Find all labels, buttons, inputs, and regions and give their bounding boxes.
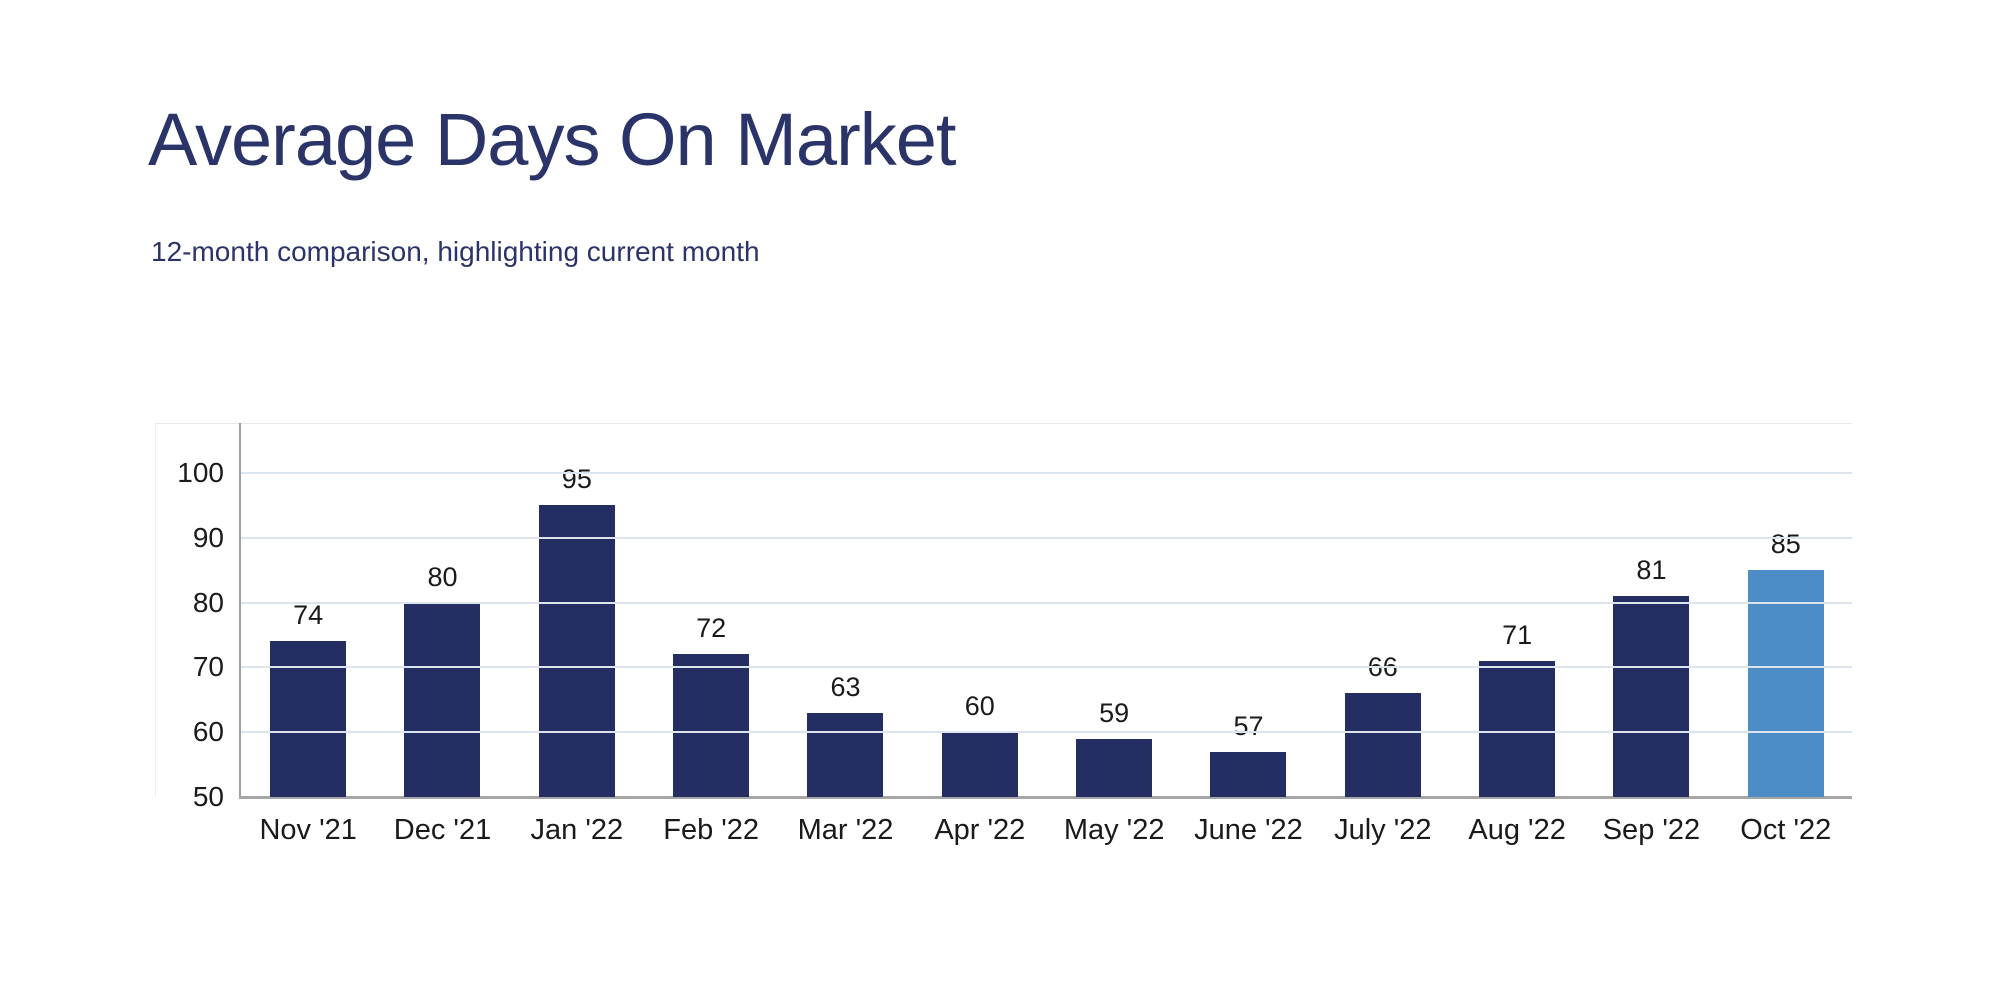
y-axis-tick-label: 100 [177,457,224,488]
x-axis-label: Mar '22 [797,814,894,846]
bar-value-label: 95 [561,464,592,495]
y-axis-tick-label: 80 [192,586,224,618]
gridline-70 [241,666,1852,669]
x-axis-label: Jan '22 [530,814,624,846]
bar-value-label: 81 [1636,555,1667,586]
y-axis-tick-label: 50 [192,781,224,812]
bar [1076,738,1153,797]
bar-slot: 72 [644,424,778,797]
page-subtitle: 12-month comparison, highlighting curren… [151,236,760,267]
bar-slot: 59 [1047,424,1181,797]
x-axis-label: Aug '22 [1468,814,1566,846]
x-axis-label: Apr '22 [934,814,1026,846]
x-axis-label: July '22 [1334,814,1432,846]
y-axis-line [239,423,241,797]
bar-slot: 63 [778,424,912,797]
bar-value-label: 72 [696,613,727,644]
page-title: Average Days On Market [148,98,956,181]
x-axis-label: June '22 [1194,814,1303,846]
x-axis-labels: Nov '21 Dec '21 Jan '22 Feb '22 Mar '22 Apr '… [241,813,1853,847]
bar-slot: 85 [1719,424,1853,797]
bar-value-label: 85 [1770,529,1801,560]
bar-slot: 80 [375,424,509,797]
bar-slot: 74 [241,424,375,797]
bar-slot: 66 [1316,424,1450,797]
plot-area: 74 80 95 72 63 60 59 57 66 71 81 85 Nov '21 Dec '21 J… [155,423,1853,846]
gridline-80 [241,601,1852,604]
bar [1613,596,1690,797]
bar [1210,751,1287,797]
bar [404,602,481,797]
bars-row: 74 80 95 72 63 60 59 57 66 71 81 85 [241,424,1853,797]
bar [941,732,1018,797]
bar-slot: 81 [1584,424,1718,797]
bar-slot: 57 [1181,424,1315,797]
bar-slot: 95 [510,424,644,797]
gridline-100 [241,472,1852,474]
bar [1479,660,1556,797]
x-axis-label: Nov '21 [259,814,357,846]
y-axis-tick-label: 70 [192,651,224,683]
bar-chart: 74 80 95 72 63 60 59 57 66 71 81 85 Nov '21 Dec '21 J… [155,423,1853,846]
gridline-60 [241,731,1852,734]
bar-value-label: 57 [1233,710,1264,741]
bar [538,505,615,797]
y-axis-tick-label: 90 [192,521,224,553]
bar-value-label: 71 [1502,619,1533,650]
bar [673,654,750,797]
x-axis-label: Sep '22 [1602,814,1701,846]
bar-value-label: 63 [830,671,861,702]
x-axis-label: Dec '21 [393,814,492,846]
bar [1344,693,1421,797]
bar [807,712,884,797]
bar-value-label: 60 [964,691,995,722]
x-axis-label: May '22 [1063,814,1165,846]
x-axis-label: Oct '22 [1740,814,1832,846]
gridline-90 [241,536,1852,539]
bar-value-label: 80 [427,561,458,592]
x-axis-label: Feb '22 [663,814,760,846]
bar [270,641,347,797]
bar-highlighted-current-month [1747,570,1824,797]
x-axis-baseline [239,796,1852,799]
y-axis-tick-label: 60 [192,716,224,748]
bar-slot: 71 [1450,424,1584,797]
bar-value-label: 59 [1099,697,1130,728]
bar-slot: 60 [913,424,1047,797]
bar-value-label: 74 [293,600,324,631]
